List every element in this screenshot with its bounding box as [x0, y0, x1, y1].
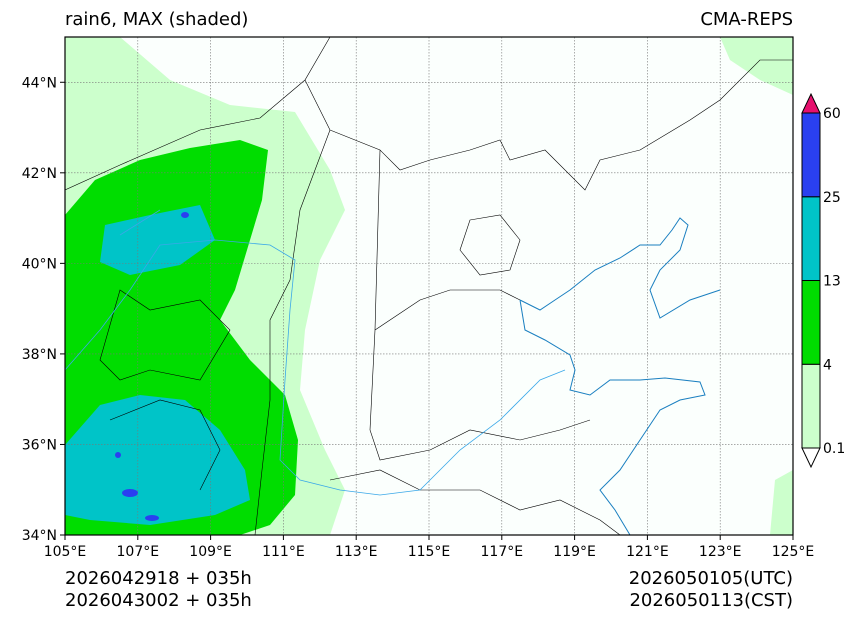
lon-tick-label: 115°E: [408, 544, 451, 560]
lat-tick-label: 44°N: [22, 75, 57, 91]
colorbar-level-label: 4: [823, 357, 832, 373]
lon-tick-label: 105°E: [44, 544, 87, 560]
lat-tick-label: 42°N: [22, 166, 57, 182]
coastline: [519, 217, 721, 535]
colorbar-under-triangle: [801, 447, 821, 469]
plot-title: rain6, MAX (shaded): [65, 9, 249, 30]
precip-blue-patch: [181, 212, 189, 218]
geography: [65, 37, 793, 535]
lon-tick-label: 121°E: [626, 544, 669, 560]
colorbar-segment: [801, 196, 821, 281]
lat-tick-label: 40°N: [22, 256, 57, 272]
colorbar-segment: [801, 363, 821, 449]
lon-tick-label: 117°E: [481, 544, 524, 560]
colorbar-segment: [801, 112, 821, 198]
lon-tick-label: 111°E: [262, 544, 305, 560]
valid-time-utc: 2026050105(UTC): [628, 568, 793, 589]
colorbar-segment: [801, 280, 821, 365]
precip-cyan-north: [100, 205, 215, 275]
init-time-cst: 2026043002 + 035h: [65, 590, 252, 611]
colorbar-over-triangle: [801, 92, 821, 114]
rivers: [65, 209, 566, 496]
colorbar-level-label: 25: [823, 190, 841, 206]
init-time-utc: 2026042918 + 035h: [65, 568, 252, 589]
precip-blue-patch: [115, 452, 121, 458]
colorbar-level-label: 0.1: [823, 441, 845, 457]
lon-tick-label: 109°E: [189, 544, 232, 560]
precip-cyan-south: [65, 395, 250, 525]
lat-tick-label: 38°N: [22, 347, 57, 363]
lon-tick-label: 125°E: [772, 544, 815, 560]
province-borders: [65, 37, 793, 535]
lat-tick-label: 34°N: [22, 528, 57, 544]
colorbar-level-label: 60: [823, 106, 841, 122]
lat-tick-label: 36°N: [22, 437, 57, 453]
precip-light-green-se: [770, 470, 793, 535]
lon-axis: 105°E 107°E 109°E 111°E 113°E 115°E 117°E 119°E…: [44, 535, 815, 560]
colorbar-level-label: 13: [823, 274, 841, 290]
lon-tick-label: 113°E: [335, 544, 378, 560]
model-source-label: CMA-REPS: [700, 9, 793, 30]
lon-tick-label: 119°E: [553, 544, 596, 560]
valid-time-cst: 2026050113(CST): [629, 590, 793, 611]
precip-blue-patch: [122, 489, 138, 497]
lat-axis: 34°N 36°N 38°N 40°N 42°N 44°N: [22, 75, 65, 544]
precip-blue-patch: [145, 515, 159, 521]
lon-tick-label: 123°E: [699, 544, 742, 560]
precip-light-green-ne: [720, 37, 793, 95]
graticule: [65, 37, 793, 535]
precip-shading: [65, 37, 793, 535]
lon-tick-label: 107°E: [117, 544, 160, 560]
colorbar: 0.1 4 13 25 60: [801, 92, 845, 469]
